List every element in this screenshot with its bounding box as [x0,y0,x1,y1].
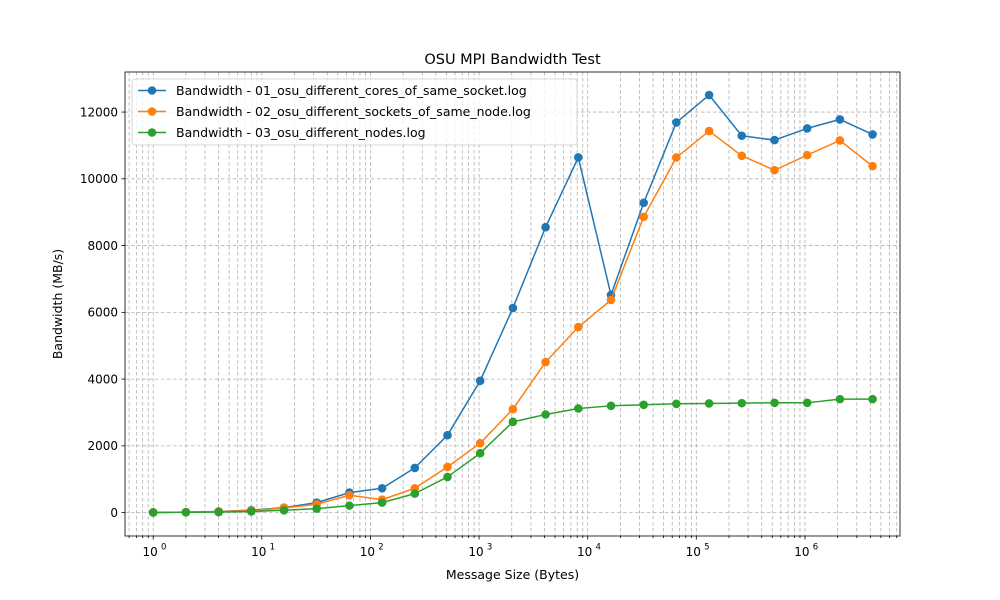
legend-item: Bandwidth - 01_osu_different_cores_of_sa… [138,83,527,98]
x-tick-label-exponent: 6 [813,543,818,553]
data-point [770,135,779,145]
legend-label: Bandwidth - 03_osu_different_nodes.log [176,125,426,140]
data-point [508,404,518,414]
plot-frame [124,71,901,537]
data-point [443,462,452,472]
y-tick-label: 12000 [80,105,118,119]
x-tick-label: 10 [251,545,266,559]
data-point [573,404,583,413]
data-point [508,417,518,427]
data-point [639,400,648,410]
data-point [541,410,550,419]
data-point [443,430,452,440]
y-tick-label: 2000 [87,439,118,453]
data-point [345,501,354,510]
data-point [835,136,845,145]
x-tick-label-exponent: 4 [595,543,600,553]
data-point [672,118,681,127]
data-point [573,153,583,162]
x-tick-label-exponent: 5 [704,543,709,553]
data-point [214,507,223,517]
legend-item: Bandwidth - 02_osu_different_sockets_of_… [138,104,531,119]
legend-label: Bandwidth - 01_osu_different_cores_of_sa… [176,83,527,98]
series-lines [148,90,877,517]
x-tick-label: 10 [686,545,701,559]
x-tick-label: 10 [577,545,592,559]
data-point [181,507,191,517]
data-point [639,198,648,208]
legend: Bandwidth - 01_osu_different_cores_of_sa… [131,78,578,146]
data-point [770,165,779,175]
data-point [410,463,420,473]
data-point [704,126,714,136]
legend-marker [147,107,157,116]
y-tick-label: 0 [110,506,118,520]
data-point [639,212,648,222]
chart-title: OSU MPI Bandwidth Test [424,52,601,68]
x-tick-label: 10 [360,545,375,559]
data-point [606,401,616,411]
data-point [410,489,420,498]
y-tick-label: 4000 [87,372,118,386]
grid [125,72,900,536]
x-tick-label-exponent: 1 [270,543,275,553]
data-point [737,398,747,408]
data-point [443,472,452,482]
data-point [541,222,550,232]
y-axis-label: Bandwidth (MB/s) [50,249,65,359]
data-point [475,438,485,448]
data-point [247,507,256,516]
data-point [737,151,747,161]
data-point [868,394,877,404]
data-point [835,115,845,124]
data-point [802,150,812,160]
y-tick-label: 10000 [80,172,118,186]
data-point [573,322,583,332]
x-tick-label-exponent: 3 [487,543,492,553]
x-tick-label: 10 [794,545,809,559]
y-tick-label: 8000 [87,239,118,253]
series [148,126,877,517]
data-point [704,399,714,408]
data-point [672,153,681,162]
series-line [153,130,874,514]
data-point [279,505,289,515]
data-point [802,124,812,133]
data-point [737,131,747,141]
data-point [541,357,550,367]
data-point [475,376,485,386]
data-point [508,303,518,313]
data-point [312,504,321,513]
x-tick-label-exponent: 0 [161,543,166,553]
data-point [377,498,387,507]
data-point [835,394,845,404]
data-point [148,508,158,517]
data-point [475,448,485,458]
legend-marker [147,128,157,137]
data-point [606,295,616,305]
x-tick-label: 10 [143,545,158,559]
legend-marker [147,86,157,95]
data-point [345,490,354,500]
series [148,90,877,517]
series [148,394,877,517]
data-point [868,161,877,171]
data-point [770,398,779,408]
data-point [704,90,714,100]
y-tick-label: 6000 [87,306,118,320]
x-tick-label: 10 [468,545,483,559]
data-point [868,130,877,139]
legend-label: Bandwidth - 02_osu_different_sockets_of_… [176,104,531,119]
legend-item: Bandwidth - 03_osu_different_nodes.log [138,125,426,140]
x-axis-label: Message Size (Bytes) [446,567,579,582]
series-line [153,398,873,514]
x-tick-label-exponent: 2 [378,543,383,553]
data-point [802,398,812,408]
data-point [377,483,387,493]
legend-frame [131,78,578,146]
data-point [672,399,681,409]
